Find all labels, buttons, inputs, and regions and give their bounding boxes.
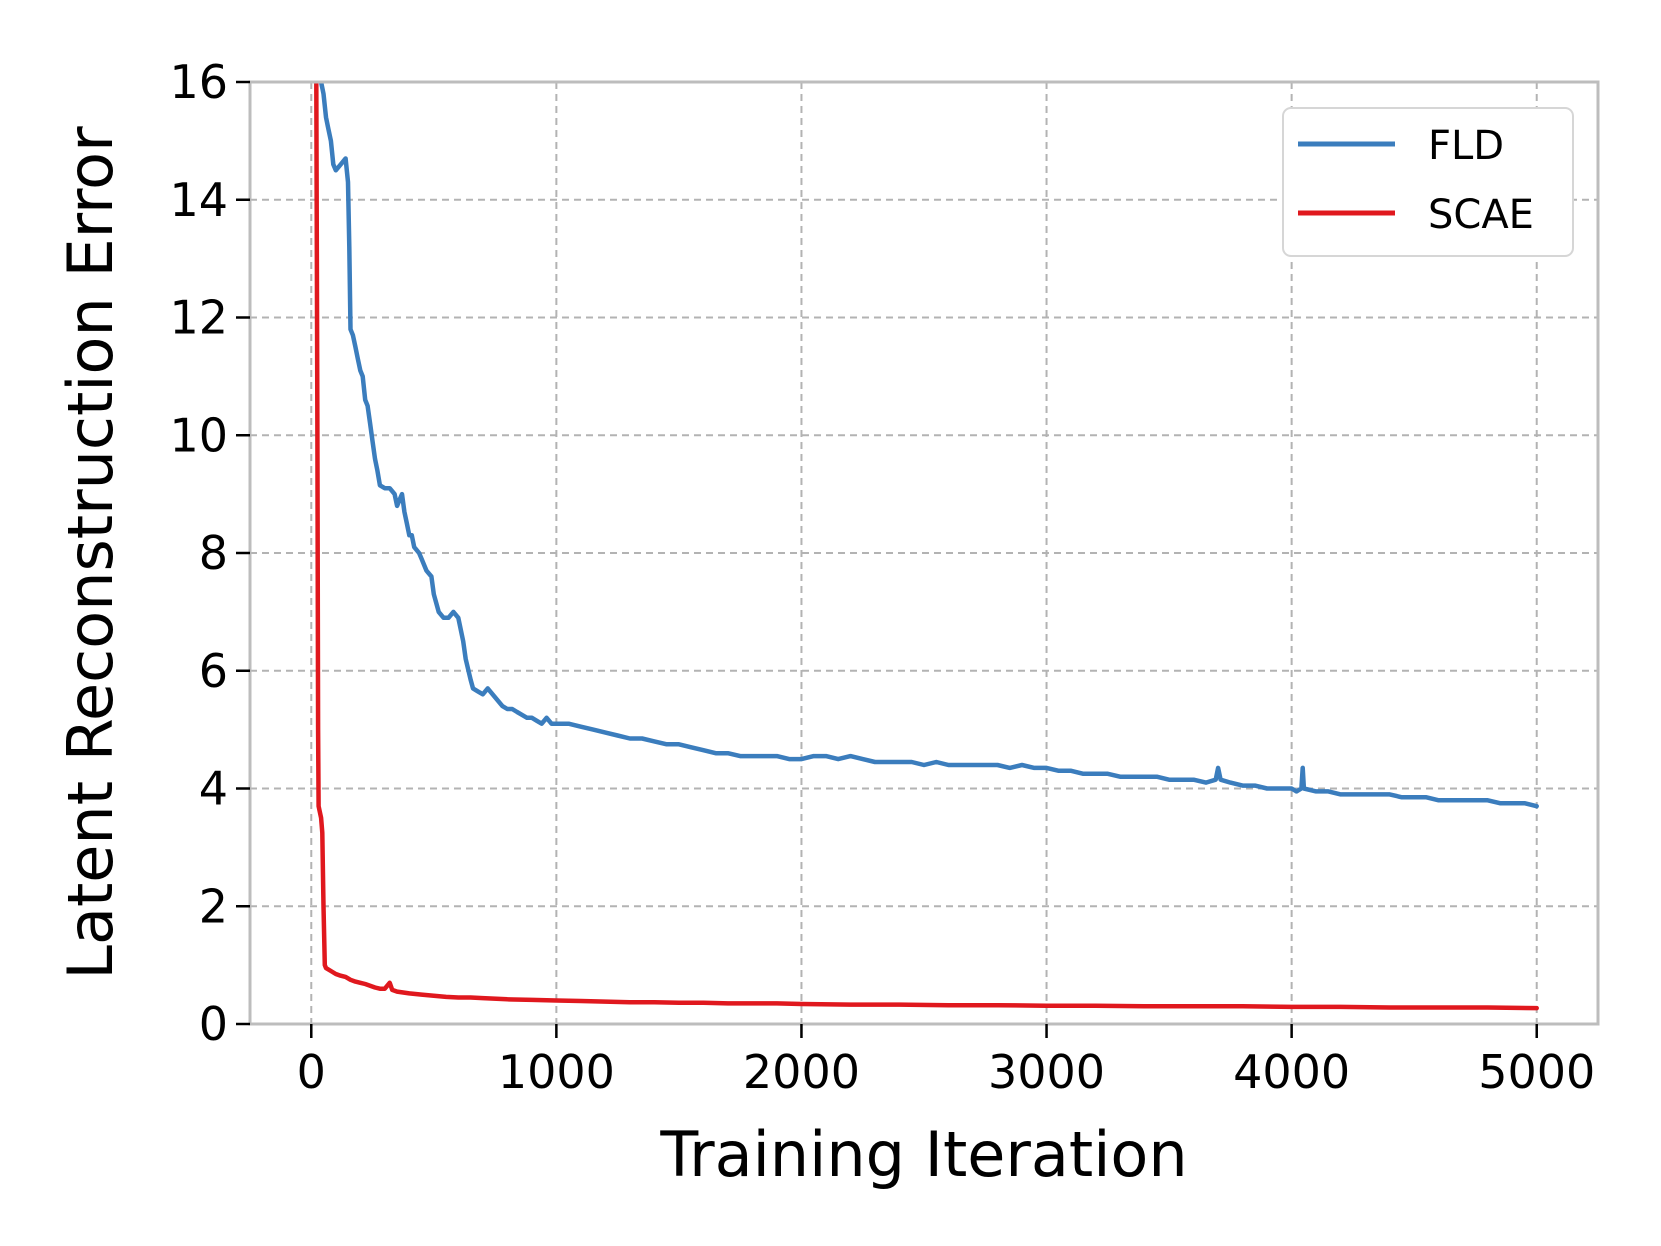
series-line-scae: [314, 82, 1539, 1011]
y-tick-label: 0: [199, 997, 228, 1051]
y-tick-label: 8: [199, 526, 228, 580]
x-tick-label: 5000: [1478, 1045, 1595, 1099]
legend-label-fld: FLD: [1428, 123, 1504, 169]
x-axis-title: Training Iteration: [659, 1118, 1187, 1191]
x-tick-label: 3000: [988, 1045, 1105, 1099]
axis-ticks: 0 1000 2000 3000 4000 5000 0 2 4 6 8 10 12 14 16: [169, 55, 1595, 1099]
y-tick-label: 4: [199, 762, 228, 816]
series-line-fld: [313, 82, 1539, 809]
x-tick-label: 4000: [1233, 1045, 1350, 1099]
x-tick-label: 2000: [743, 1045, 860, 1099]
y-tick-label: 6: [199, 644, 228, 698]
y-axis-title: Latent Reconstruction Error: [54, 126, 127, 980]
y-tick-label: 12: [169, 291, 228, 345]
y-tick-label: 10: [169, 408, 228, 462]
legend: FLD SCAE: [1282, 107, 1574, 257]
series-layer: [313, 82, 1539, 1011]
legend-label-scae: SCAE: [1428, 192, 1534, 238]
y-tick-label: 2: [199, 879, 228, 933]
y-tick-label: 14: [169, 173, 228, 227]
y-tick-label: 16: [169, 55, 228, 109]
x-tick-label: 1000: [498, 1045, 615, 1099]
x-tick-label: 0: [297, 1045, 326, 1099]
